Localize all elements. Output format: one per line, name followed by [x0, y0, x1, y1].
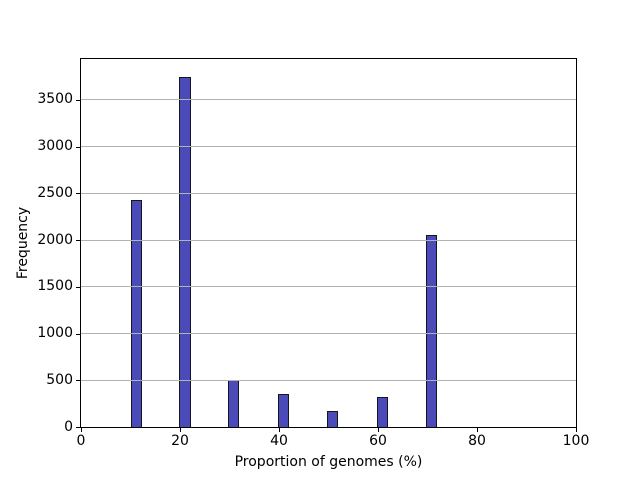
x-tick-label: 40	[270, 433, 288, 449]
y-tick-mark	[76, 240, 80, 242]
x-tick-label: 100	[562, 433, 590, 449]
histogram-bar	[327, 410, 338, 427]
x-tick-mark	[279, 428, 280, 432]
x-tick-mark	[180, 428, 181, 432]
y-tick-mark	[76, 380, 80, 382]
x-tick-label: 0	[76, 433, 86, 449]
y-tick-label: 500	[46, 371, 73, 388]
y-tick-mark	[76, 193, 80, 195]
gridline	[81, 192, 576, 194]
bars-layer	[81, 59, 576, 427]
y-tick-label: 1500	[37, 278, 73, 295]
histogram-bar	[179, 76, 191, 427]
gridline	[81, 99, 576, 101]
x-tick-label: 60	[369, 433, 387, 449]
x-tick-mark	[81, 428, 82, 432]
y-tick-mark	[76, 427, 80, 428]
y-tick-label: 2000	[37, 231, 73, 248]
gridline	[81, 333, 576, 334]
y-tick-label: 1000	[37, 325, 73, 341]
y-tick-mark	[76, 99, 80, 101]
gridline	[81, 146, 576, 148]
gridline	[81, 379, 576, 381]
y-tick-label: 2500	[37, 184, 73, 201]
gridline	[81, 286, 576, 288]
y-tick-mark	[76, 333, 80, 335]
x-tick-mark	[477, 428, 478, 432]
histogram-bar	[130, 199, 142, 427]
histogram-bar	[278, 394, 289, 427]
x-tick-label: 80	[468, 433, 486, 449]
y-axis-label: Frequency	[15, 206, 31, 280]
gridline	[81, 239, 576, 241]
x-tick-mark	[378, 428, 379, 432]
y-tick-mark	[76, 146, 80, 148]
gridlines-layer	[81, 59, 576, 427]
x-tick-mark	[576, 428, 577, 432]
y-tick-label: 0	[64, 418, 73, 435]
y-tick-label: 3000	[37, 138, 73, 155]
x-axis-label: Proportion of genomes (%)	[234, 454, 423, 470]
y-tick-label: 3500	[37, 91, 73, 108]
plot-area	[80, 58, 577, 428]
y-tick-mark	[76, 286, 80, 288]
histogram-bar	[426, 234, 437, 427]
x-tick-label: 20	[171, 433, 189, 449]
histogram-bar	[377, 396, 388, 427]
